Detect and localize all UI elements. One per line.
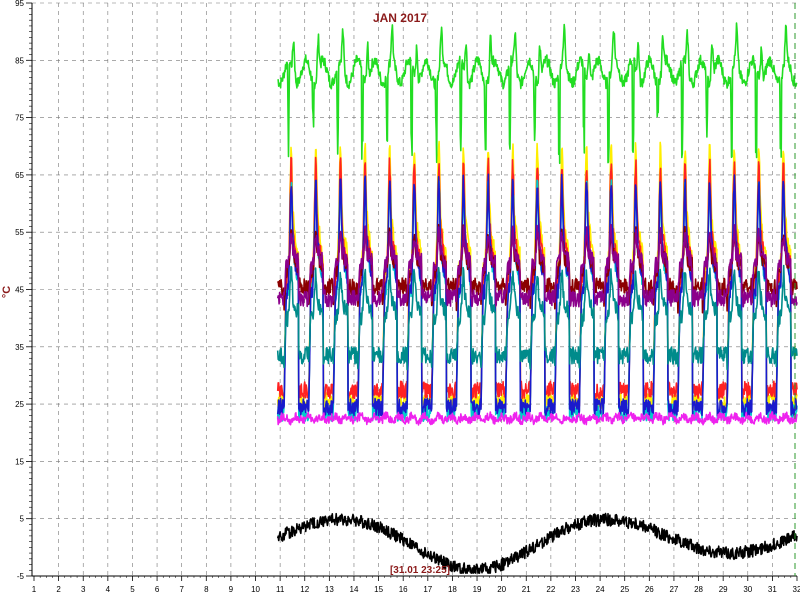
x-tick-label: 9 [229, 585, 234, 594]
x-tick-label: 5 [130, 585, 135, 594]
y-tick-label: 45 [15, 286, 24, 295]
x-tick-label: 21 [522, 585, 531, 594]
y-tick-label: 25 [15, 400, 24, 409]
x-tick-label: 8 [204, 585, 209, 594]
x-tick-label: 19 [473, 585, 482, 594]
series-line [276, 411, 798, 426]
x-tick-label: 23 [571, 585, 580, 594]
chart-title: JAN 2017 [373, 11, 427, 25]
x-tick-label: 18 [448, 585, 457, 594]
x-tick-label: 2 [56, 585, 61, 594]
series-line [276, 512, 798, 574]
x-tick-label: 11 [276, 585, 285, 594]
x-tick-label: 29 [719, 585, 728, 594]
x-tick-label: 7 [179, 585, 184, 594]
x-tick-label: 6 [155, 585, 160, 594]
grid [26, 2, 798, 581]
y-axis-label: °C [1, 286, 13, 298]
x-tick-label: 25 [620, 585, 629, 594]
x-tick-label: 30 [743, 585, 752, 594]
y-tick-label: 5 [20, 515, 25, 524]
y-tick-label: 35 [15, 343, 24, 352]
x-tick-label: 14 [350, 585, 359, 594]
series-line [276, 263, 798, 371]
x-tick-label: 20 [497, 585, 506, 594]
series-line [276, 223, 798, 308]
x-tick-label: 12 [300, 585, 309, 594]
x-tick-label: 28 [694, 585, 703, 594]
series-line [277, 22, 798, 165]
x-tick-labels: 1 2 3 4 5 6 7 8 9 10 11 12 13 14 15 16 17 18 19 20 21 22 23 24 2… [32, 585, 800, 594]
series-line [276, 173, 798, 417]
x-tick-label: 22 [546, 585, 555, 594]
x-tick-label: 3 [81, 585, 86, 594]
x-tick-label: 27 [669, 585, 678, 594]
y-tick-label: 85 [15, 56, 24, 65]
series-group [276, 22, 798, 574]
y-tick-label: -5 [17, 572, 25, 581]
y-tick-label: 65 [15, 171, 24, 180]
x-tick-label: 4 [106, 585, 111, 594]
y-tick-label: 95 [15, 0, 24, 8]
x-tick-label: 10 [251, 585, 260, 594]
y-tick-label: 15 [15, 457, 24, 466]
y-tick-label: 75 [15, 114, 24, 123]
cursor-timestamp-label: [31.01 23:25] [390, 565, 450, 576]
x-tick-label: 1 [32, 585, 37, 594]
x-tick-label: 16 [399, 585, 408, 594]
y-tick-label: 55 [15, 228, 24, 237]
x-tick-label: 31 [768, 585, 777, 594]
x-tick-label: 24 [596, 585, 605, 594]
x-tick-label: 32 [793, 585, 800, 594]
y-tick-labels: -5 5 15 25 35 45 55 65 75 85 95 [15, 0, 24, 581]
x-tick-label: 13 [325, 585, 334, 594]
axes [31, 3, 797, 577]
x-tick-label: 15 [374, 585, 383, 594]
x-tick-label: 26 [645, 585, 654, 594]
x-tick-label: 17 [423, 585, 432, 594]
